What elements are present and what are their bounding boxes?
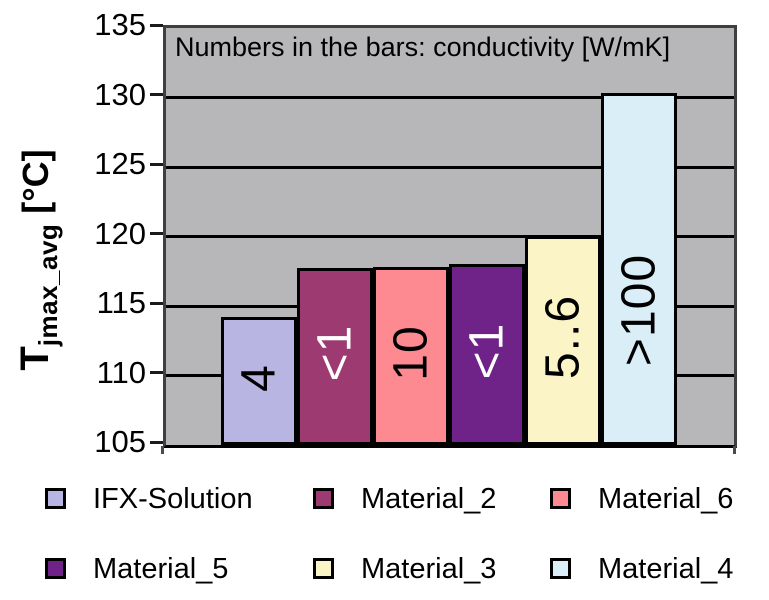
y-tick-mark-110 (150, 371, 163, 374)
legend-swatch-material_4 (550, 558, 571, 579)
bar-material_3: 5..6 (525, 236, 601, 445)
legend-swatch-material_6 (550, 488, 571, 509)
bar-value-label-material_6: 10 (384, 325, 438, 381)
y-tick-label-130: 130 (94, 76, 146, 112)
y-axis-title-unit: [°C] (15, 149, 56, 224)
y-tick-mark-115 (150, 301, 163, 305)
legend-label-material_2: Material_2 (361, 483, 497, 515)
legend-label-material_6: Material_6 (598, 483, 734, 515)
y-tick-label-120: 120 (94, 215, 146, 251)
legend-swatch-material_2 (313, 488, 334, 509)
bar-value-label-material_5: <1 (460, 322, 514, 380)
bar-value-label-material_4: >100 (612, 253, 666, 366)
bar-value-label-material_3: 5..6 (536, 295, 590, 380)
bar-value-label-material_2: <1 (308, 324, 362, 382)
x-tick-mark-0 (161, 446, 164, 454)
y-tick-mark-130 (150, 93, 163, 96)
y-axis-title-symbol: T (13, 346, 57, 371)
legend-label-material_5: Material_5 (93, 553, 229, 585)
y-tick-mark-125 (150, 162, 163, 166)
gridline-120 (166, 235, 734, 238)
bar-ifx-solution: 4 (221, 317, 297, 445)
legend-swatch-material_5 (45, 558, 66, 579)
y-tick-label-115: 115 (96, 285, 146, 320)
y-tick-mark-120 (150, 232, 163, 235)
gridline-125 (166, 165, 734, 169)
y-tick-mark-105 (150, 440, 163, 444)
legend-label-material_4: Material_4 (598, 553, 734, 585)
legend-label-ifx-solution: IFX-Solution (93, 483, 253, 515)
x-tick-mark-1 (733, 446, 736, 454)
bar-material_5: <1 (449, 264, 525, 445)
gridline-130 (166, 96, 734, 99)
y-tick-label-110: 110 (96, 354, 146, 390)
bar-value-label-ifx-solution: 4 (232, 364, 286, 392)
legend-swatch-material_3 (313, 558, 334, 579)
conductivity-note: Numbers in the bars: conductivity [W/mK] (175, 32, 671, 62)
bar-material_4: >100 (601, 93, 677, 445)
y-tick-label-135: 135 (94, 7, 146, 42)
plot-area: Numbers in the bars: conductivity [W/mK]… (163, 25, 737, 448)
bar-material_2: <1 (297, 268, 373, 445)
y-tick-mark-135 (150, 23, 163, 27)
legend-label-material_3: Material_3 (361, 553, 497, 585)
y-tick-label-105: 105 (94, 424, 146, 459)
y-axis-title: Tjmax_avg [°C] (12, 110, 63, 410)
legend-swatch-ifx-solution (45, 488, 66, 509)
bar-material_6: 10 (373, 267, 449, 445)
y-tick-label-125: 125 (94, 146, 146, 181)
